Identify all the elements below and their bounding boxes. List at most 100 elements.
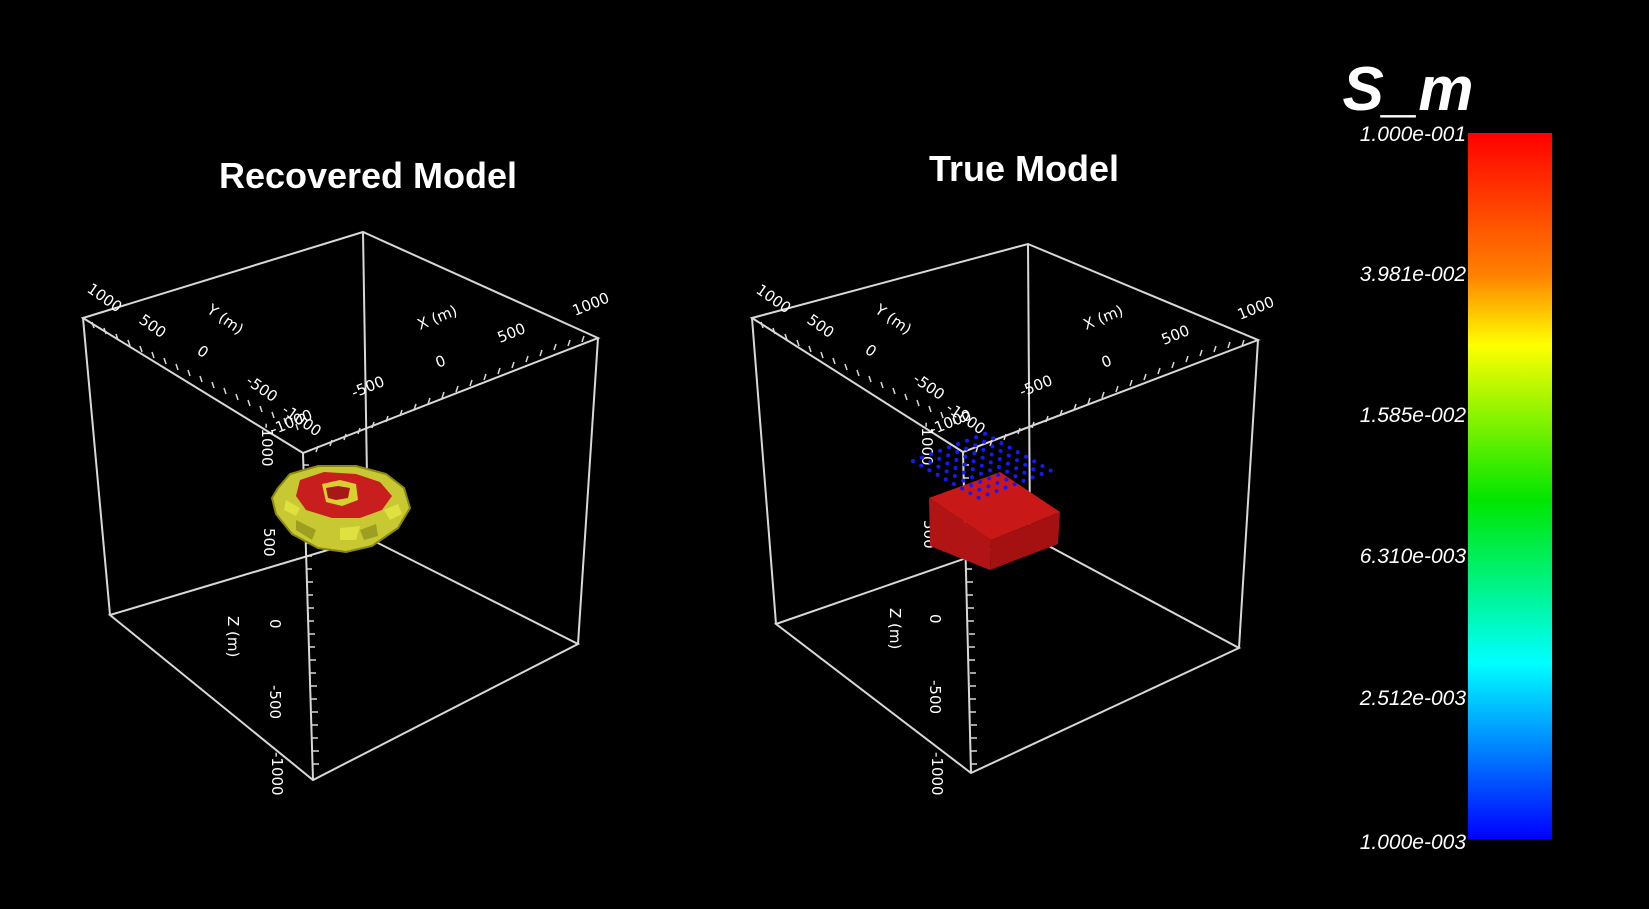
receiver-dot (991, 436, 996, 441)
receiver-dot (952, 474, 957, 478)
x-tick-label: 0 (433, 351, 449, 371)
colorbar-tick-label: 1.000e-001 (1360, 123, 1466, 146)
y-tick-label: 0 (862, 341, 880, 361)
receiver-dot (981, 447, 986, 452)
receiver-dot (963, 454, 968, 459)
receiver-dot (1022, 470, 1027, 475)
receiver-dot (1024, 454, 1028, 459)
receiver-dot (1030, 475, 1035, 480)
z-tick-label: -1000 (268, 752, 286, 796)
receiver-dot (997, 457, 1002, 461)
bounding-box (749, 242, 1261, 775)
receiver-dot (988, 460, 993, 465)
receiver-dots (911, 431, 1053, 500)
receiver-dot (955, 450, 960, 454)
y-tick-label: 500 (136, 311, 170, 342)
panel-title: Recovered Model (219, 155, 517, 196)
x-tick-label: 1000 (570, 289, 612, 320)
y-tick-label: -500 (910, 370, 948, 404)
z-axis-label: Z (m) (886, 608, 904, 649)
receiver-dot (938, 448, 942, 453)
receiver-dot (1015, 450, 1020, 455)
receiver-dot (946, 453, 951, 458)
receiver-dot (1048, 468, 1053, 473)
receiver-dot (998, 449, 1003, 453)
x-tick-label: 1000 (1235, 293, 1277, 324)
z-tick-label: 0 (266, 619, 284, 629)
receiver-dot (960, 486, 965, 491)
receiver-dot (935, 472, 940, 477)
receiver-dot (944, 469, 949, 474)
receiver-dot (919, 463, 924, 468)
receiver-dot (1012, 482, 1017, 487)
receiver-dot (977, 487, 982, 492)
x-tick-label: 0 (1099, 351, 1115, 371)
receiver-dot (1031, 467, 1036, 472)
receiver-dot (996, 473, 1001, 477)
receiver-dot (936, 464, 941, 469)
colorbar-tick-label: 1.000e-003 (1360, 831, 1467, 854)
receiver-dot (983, 431, 987, 436)
x-tick-label: 500 (1159, 321, 1192, 348)
receiver-dot (962, 462, 967, 467)
receiver-dot (997, 465, 1001, 469)
colorbar-gradient (1468, 133, 1552, 839)
receiver-dot (1013, 474, 1018, 479)
receiver-dot (1032, 459, 1037, 464)
receiver-dot (980, 455, 985, 460)
panel-recovered: Recovered Model X (m) Y (m) Z (m) 1000 5… (80, 155, 612, 796)
colorbar-tick-label: 6.310e-003 (1360, 545, 1467, 568)
receiver-dot (945, 461, 950, 466)
receiver-dot (928, 460, 933, 465)
colorbar-title: S_m (1343, 55, 1474, 124)
receiver-dot (956, 442, 960, 446)
receiver-dot (982, 439, 987, 444)
z-axis-label: Z (m) (224, 616, 242, 657)
y-tick-label: 500 (804, 311, 838, 342)
receiver-dot (990, 444, 995, 449)
z-tick-label: -1000 (258, 423, 276, 467)
receiver-dot (1005, 469, 1010, 474)
receiver-dot (1015, 458, 1019, 463)
x-tick-label: 500 (495, 319, 528, 346)
x-tick-label: -500 (1017, 371, 1055, 400)
z-tick-label: 0 (926, 614, 944, 624)
receiver-dot (988, 468, 992, 473)
receiver-dot (1006, 453, 1011, 458)
receiver-dot (1040, 464, 1045, 468)
receiver-dot (911, 459, 915, 463)
y-axis-label: Y (m) (871, 300, 915, 338)
panel-title: True Model (929, 148, 1119, 189)
receiver-dot (954, 458, 959, 462)
receiver-dot (979, 471, 983, 476)
z-tick-label: -1000 (928, 752, 946, 796)
receiver-dot (953, 466, 958, 470)
colorbar-tick-label: 2.512e-003 (1359, 687, 1467, 710)
receiver-dot (965, 438, 969, 443)
y-tick-label: 0 (194, 342, 212, 362)
z-tick-label: 500 (260, 528, 278, 557)
receiver-dot (937, 456, 942, 461)
receiver-dot (971, 459, 976, 464)
receiver-dot (973, 443, 978, 448)
receiver-dot (1007, 445, 1012, 450)
receiver-dot (994, 489, 999, 493)
x-axis-label: X (m) (1081, 302, 1126, 334)
receiver-dot (974, 435, 978, 440)
receiver-dot (927, 468, 932, 473)
receiver-dot (986, 484, 991, 489)
receiver-dot (1004, 477, 1009, 482)
receiver-dot (1023, 462, 1028, 467)
receiver-dot (968, 491, 973, 496)
z-tick-label: -500 (266, 685, 284, 719)
receiver-dot (970, 467, 975, 472)
receiver-dot (964, 446, 969, 451)
receiver-dot (995, 481, 1000, 485)
x-tick-label: -500 (349, 372, 387, 401)
receiver-dot (972, 451, 977, 456)
receiver-dot (1003, 485, 1008, 490)
receiver-dot (999, 441, 1004, 445)
receiver-dot (1039, 472, 1044, 476)
receiver-dot (947, 445, 951, 450)
